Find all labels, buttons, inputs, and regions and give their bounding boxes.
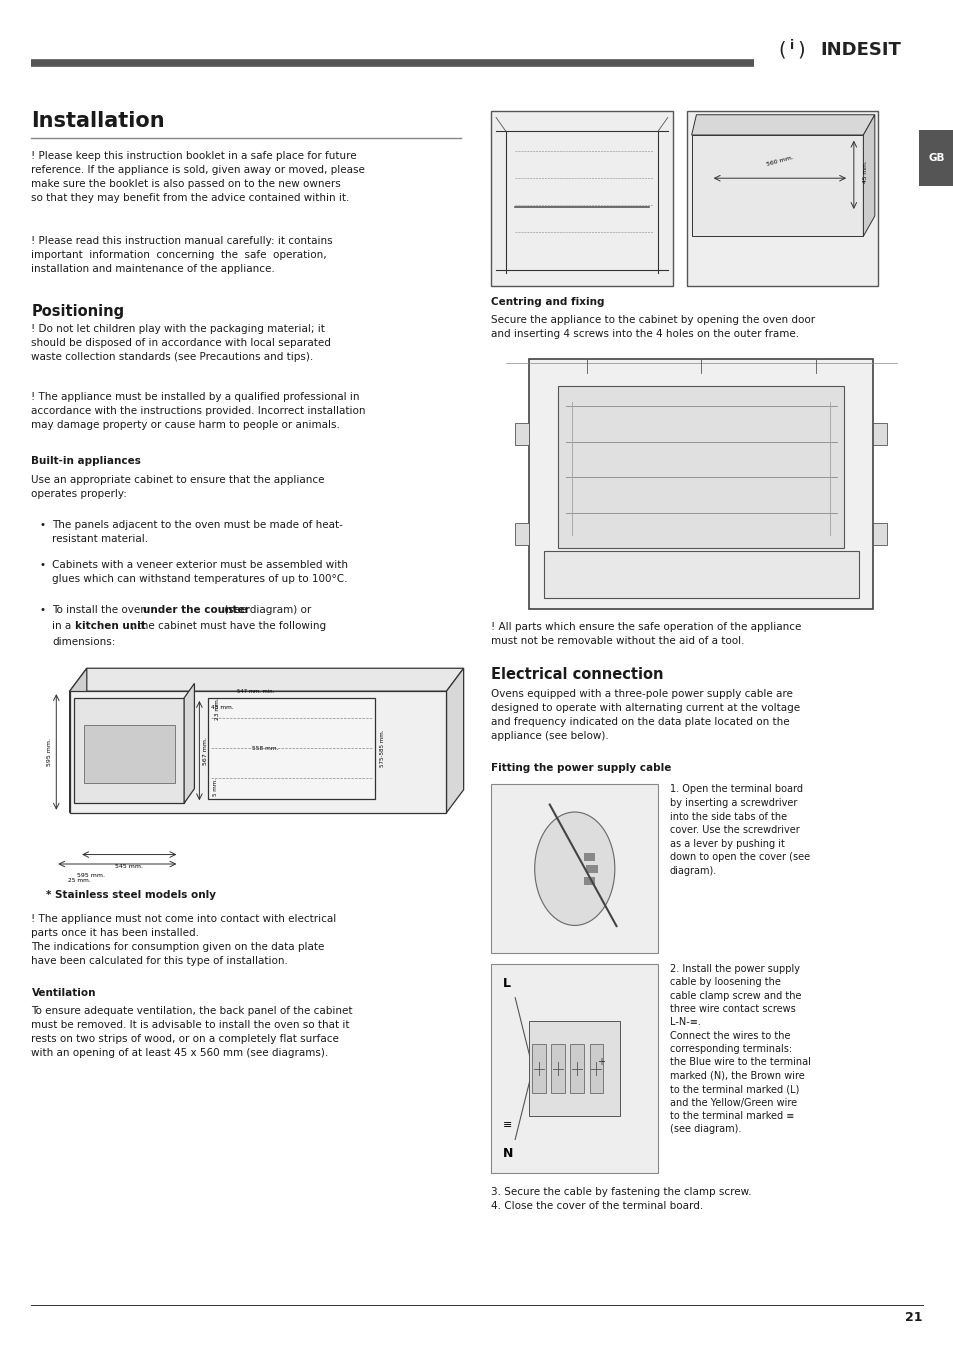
Text: Fitting the power supply cable: Fitting the power supply cable bbox=[491, 763, 671, 772]
Text: Secure the appliance to the cabinet by opening the oven door
and inserting 4 scr: Secure the appliance to the cabinet by o… bbox=[491, 315, 815, 339]
Bar bbox=[872, 424, 886, 446]
Bar bbox=[558, 386, 843, 548]
Bar bbox=[585, 865, 597, 873]
Text: * Stainless steel models only: * Stainless steel models only bbox=[46, 890, 215, 899]
Text: Installation: Installation bbox=[31, 111, 165, 131]
Text: in a: in a bbox=[52, 621, 75, 630]
Text: •: • bbox=[39, 520, 45, 529]
Polygon shape bbox=[70, 668, 87, 813]
Text: dimensions:: dimensions: bbox=[52, 637, 115, 647]
Polygon shape bbox=[184, 683, 194, 803]
Text: ≡: ≡ bbox=[502, 1120, 512, 1130]
Text: GB: GB bbox=[927, 153, 943, 163]
Bar bbox=[70, 691, 446, 813]
Text: kitchen unit: kitchen unit bbox=[75, 621, 146, 630]
Bar bbox=[918, 130, 953, 186]
Bar bbox=[583, 878, 595, 886]
Bar bbox=[570, 1045, 583, 1094]
Text: Use an appropriate cabinet to ensure that the appliance
operates properly:: Use an appropriate cabinet to ensure tha… bbox=[31, 475, 325, 500]
Text: 595 mm.: 595 mm. bbox=[48, 738, 52, 765]
Text: ! All parts which ensure the safe operation of the appliance
must not be removab: ! All parts which ensure the safe operat… bbox=[491, 622, 801, 647]
Bar bbox=[74, 698, 184, 803]
Text: ! Do not let children play with the packaging material; it
should be disposed of: ! Do not let children play with the pack… bbox=[31, 324, 331, 362]
Text: Built-in appliances: Built-in appliances bbox=[31, 456, 141, 466]
Text: 558 mm.: 558 mm. bbox=[252, 747, 278, 751]
Text: L: L bbox=[502, 977, 510, 991]
Text: Ovens equipped with a three-pole power supply cable are
designed to operate with: Ovens equipped with a three-pole power s… bbox=[491, 688, 800, 741]
Bar bbox=[872, 522, 886, 544]
Text: 547 mm. min.: 547 mm. min. bbox=[236, 688, 274, 694]
Text: 3. Secure the cable by fastening the clamp screw.
4. Close the cover of the term: 3. Secure the cable by fastening the cla… bbox=[491, 1187, 751, 1211]
Text: INDESIT: INDESIT bbox=[820, 40, 901, 59]
Bar bbox=[529, 1022, 619, 1116]
Text: under the counter: under the counter bbox=[143, 605, 250, 614]
Bar bbox=[691, 135, 862, 236]
Bar bbox=[491, 964, 658, 1173]
Bar bbox=[491, 784, 658, 953]
Text: +: + bbox=[597, 1057, 604, 1066]
Text: To install the oven: To install the oven bbox=[52, 605, 151, 614]
Bar bbox=[589, 1045, 602, 1094]
Bar bbox=[529, 359, 872, 609]
Bar bbox=[515, 522, 529, 544]
Text: 45 mm.: 45 mm. bbox=[211, 705, 233, 710]
Text: 25 mm.: 25 mm. bbox=[68, 878, 91, 883]
Bar bbox=[208, 698, 375, 799]
Bar bbox=[583, 853, 595, 861]
Text: •: • bbox=[39, 605, 45, 614]
Bar bbox=[532, 1045, 545, 1094]
Circle shape bbox=[534, 813, 615, 926]
Text: , the cabinet must have the following: , the cabinet must have the following bbox=[131, 621, 326, 630]
Polygon shape bbox=[70, 668, 463, 691]
Bar bbox=[686, 111, 877, 286]
Text: Cabinets with a veneer exterior must be assembled with
glues which can withstand: Cabinets with a veneer exterior must be … bbox=[52, 560, 348, 585]
Text: ! The appliance must not come into contact with electrical
parts once it has bee: ! The appliance must not come into conta… bbox=[31, 914, 336, 967]
Bar bbox=[84, 725, 174, 783]
Text: 21: 21 bbox=[904, 1311, 922, 1324]
Bar bbox=[515, 424, 529, 446]
Text: (see diagram) or: (see diagram) or bbox=[221, 605, 312, 614]
Text: 2. Install the power supply
cable by loosening the
cable clamp screw and the
thr: 2. Install the power supply cable by loo… bbox=[669, 964, 810, 1134]
Text: Electrical connection: Electrical connection bbox=[491, 667, 663, 682]
Text: 23 mm.: 23 mm. bbox=[214, 698, 219, 720]
Text: 5 mm.: 5 mm. bbox=[213, 778, 217, 796]
Text: 575-585 mm.: 575-585 mm. bbox=[379, 730, 384, 767]
Text: 1. Open the terminal board
by inserting a screwdriver
into the side tabs of the
: 1. Open the terminal board by inserting … bbox=[669, 784, 809, 876]
Text: 560 mm.: 560 mm. bbox=[765, 155, 793, 167]
Bar bbox=[491, 111, 672, 286]
Bar bbox=[551, 1045, 564, 1094]
Polygon shape bbox=[446, 668, 463, 813]
Text: Positioning: Positioning bbox=[31, 304, 125, 319]
Text: Ventilation: Ventilation bbox=[31, 988, 96, 998]
Polygon shape bbox=[862, 115, 874, 236]
Text: 45 mm.: 45 mm. bbox=[862, 161, 867, 182]
Text: (: ( bbox=[778, 40, 785, 59]
Text: •: • bbox=[39, 560, 45, 570]
Text: N: N bbox=[502, 1146, 513, 1160]
Text: To ensure adequate ventilation, the back panel of the cabinet
must be removed. I: To ensure adequate ventilation, the back… bbox=[31, 1006, 353, 1058]
Text: ! Please read this instruction manual carefully: it contains
important  informat: ! Please read this instruction manual ca… bbox=[31, 236, 333, 274]
Text: Centring and fixing: Centring and fixing bbox=[491, 297, 604, 306]
Text: 595 mm.: 595 mm. bbox=[77, 873, 105, 879]
Polygon shape bbox=[691, 115, 874, 135]
Text: ): ) bbox=[797, 40, 804, 59]
Text: 545 mm.: 545 mm. bbox=[115, 864, 143, 869]
Bar bbox=[543, 551, 858, 598]
Text: ! The appliance must be installed by a qualified professional in
accordance with: ! The appliance must be installed by a q… bbox=[31, 392, 366, 429]
Text: The panels adjacent to the oven must be made of heat-
resistant material.: The panels adjacent to the oven must be … bbox=[52, 520, 343, 544]
Text: 567 mm.: 567 mm. bbox=[203, 737, 208, 764]
Text: ! Please keep this instruction booklet in a safe place for future
reference. If : ! Please keep this instruction booklet i… bbox=[31, 151, 365, 204]
Text: i: i bbox=[789, 39, 793, 53]
